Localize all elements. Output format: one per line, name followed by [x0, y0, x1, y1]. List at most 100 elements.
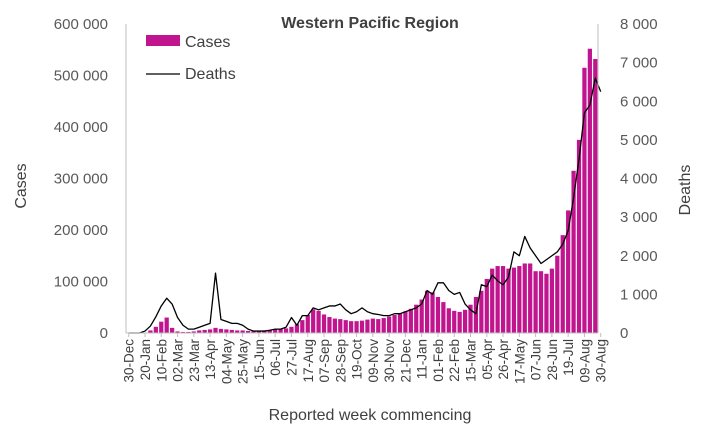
- cases-bar: [365, 319, 370, 333]
- y-axis-right: 0 1 000 2 000 3 000 4 000 5 000 6 000 7 000 8 00…: [597, 16, 658, 342]
- cases-bar: [593, 59, 598, 334]
- x-tick-label: 09-Nov: [366, 339, 381, 383]
- cases-bar: [376, 319, 381, 333]
- x-axis-title: Reported week commencing: [269, 407, 472, 424]
- cases-bar: [517, 266, 522, 333]
- cases-bar: [544, 273, 549, 333]
- cases-bar: [533, 271, 538, 333]
- cases-bar: [473, 296, 479, 333]
- cases-bar: [359, 320, 365, 333]
- cases-bar: [500, 266, 506, 333]
- cases-bar: [251, 330, 256, 333]
- y-tick-label: 300 000: [54, 171, 108, 188]
- cases-bar: [397, 313, 403, 333]
- y2-tick-label: 2 000: [620, 248, 658, 265]
- cases-bar: [305, 314, 310, 333]
- cases-bar: [180, 331, 186, 333]
- legend-cases-swatch: [146, 35, 180, 46]
- cases-bar: [294, 324, 300, 333]
- cases-bar: [587, 48, 592, 333]
- cases-bar: [381, 318, 386, 333]
- cases-bar: [490, 268, 495, 334]
- cases-bar: [213, 327, 218, 333]
- x-tick-label: 06-Jul: [268, 339, 283, 376]
- x-tick-label: 10-Feb: [154, 339, 169, 382]
- cases-bar: [332, 318, 337, 333]
- cases-bar: [300, 320, 305, 334]
- x-tick-label: 04-May: [219, 339, 234, 384]
- plot-area: [128, 48, 602, 334]
- x-tick-label: 07-Sep: [317, 339, 332, 383]
- cases-bar: [538, 271, 544, 333]
- cases-bar: [191, 331, 196, 333]
- x-tick-label: 30-Nov: [382, 339, 397, 383]
- x-tick-label: 20-Jan: [138, 339, 153, 380]
- x-tick-label: 19-Oct: [350, 339, 365, 380]
- cases-bar: [522, 263, 527, 333]
- cases-bar: [159, 321, 164, 333]
- cases-bar: [452, 310, 457, 333]
- y-tick-label: 0: [100, 325, 108, 342]
- x-tick-label: 23-Mar: [187, 339, 202, 382]
- cases-bar: [528, 263, 533, 333]
- cases-bar: [392, 314, 397, 333]
- cases-bar: [170, 327, 175, 333]
- y2-tick-label: 7 000: [620, 55, 658, 72]
- y-tick-label: 400 000: [54, 119, 108, 136]
- x-tick-label: 11-Jan: [415, 339, 430, 379]
- x-tick-label: 28-Sep: [333, 339, 348, 383]
- deaths-line: [128, 77, 602, 334]
- cases-bar: [560, 235, 565, 333]
- cases-bar: [218, 328, 224, 333]
- cases-bar: [495, 266, 500, 333]
- cases-bar: [414, 304, 419, 333]
- cases-bar: [349, 321, 354, 333]
- cases-bar: [207, 329, 213, 333]
- cases-bar: [186, 331, 191, 333]
- cases-bar: [446, 308, 451, 333]
- cases-bar: [278, 328, 283, 333]
- cases-bar: [566, 210, 571, 333]
- y2-axis-title: Deaths: [677, 165, 694, 216]
- cases-bar: [408, 308, 413, 333]
- cases-bar: [273, 329, 278, 333]
- x-tick-label: 26-Apr: [496, 339, 511, 380]
- x-tick-label: 22-Feb: [447, 339, 462, 382]
- cases-bar: [289, 326, 294, 333]
- cases-bar: [197, 330, 202, 333]
- cases-bar: [419, 299, 424, 333]
- cases-bar: [457, 311, 462, 333]
- legend-cases-label: Cases: [185, 34, 230, 51]
- cases-bar: [506, 268, 511, 334]
- cases-bar: [327, 317, 332, 333]
- cases-bar: [462, 309, 468, 333]
- cases-bar: [338, 319, 343, 333]
- cases-bar: [468, 304, 473, 333]
- cases-bar: [571, 170, 576, 333]
- cases-bar: [175, 331, 180, 333]
- x-tick-label: 27-Jul: [284, 339, 299, 376]
- x-tick-label: 17-May: [512, 339, 527, 384]
- cases-bar: [582, 67, 587, 333]
- x-tick-label: 30-Dec: [122, 339, 137, 383]
- x-tick-label: 01-Feb: [431, 339, 446, 382]
- cases-bar: [240, 330, 245, 333]
- cases-bar: [479, 290, 484, 333]
- cases-bar: [430, 292, 435, 333]
- y-axis-title: Cases: [13, 163, 30, 208]
- cases-bar: [549, 268, 554, 334]
- cases-bar: [424, 290, 430, 333]
- y2-tick-label: 3 000: [620, 209, 658, 226]
- y2-tick-label: 6 000: [620, 93, 658, 110]
- y2-tick-label: 0: [620, 325, 628, 342]
- cases-bar: [311, 309, 316, 333]
- x-tick-label: 17-Aug: [301, 339, 316, 383]
- cases-bar: [387, 316, 392, 333]
- x-tick-label: 21-Dec: [398, 339, 413, 383]
- cases-bar: [441, 302, 446, 333]
- cases-bar: [484, 278, 489, 333]
- cases-bar: [224, 329, 229, 333]
- cases-bar: [202, 329, 207, 333]
